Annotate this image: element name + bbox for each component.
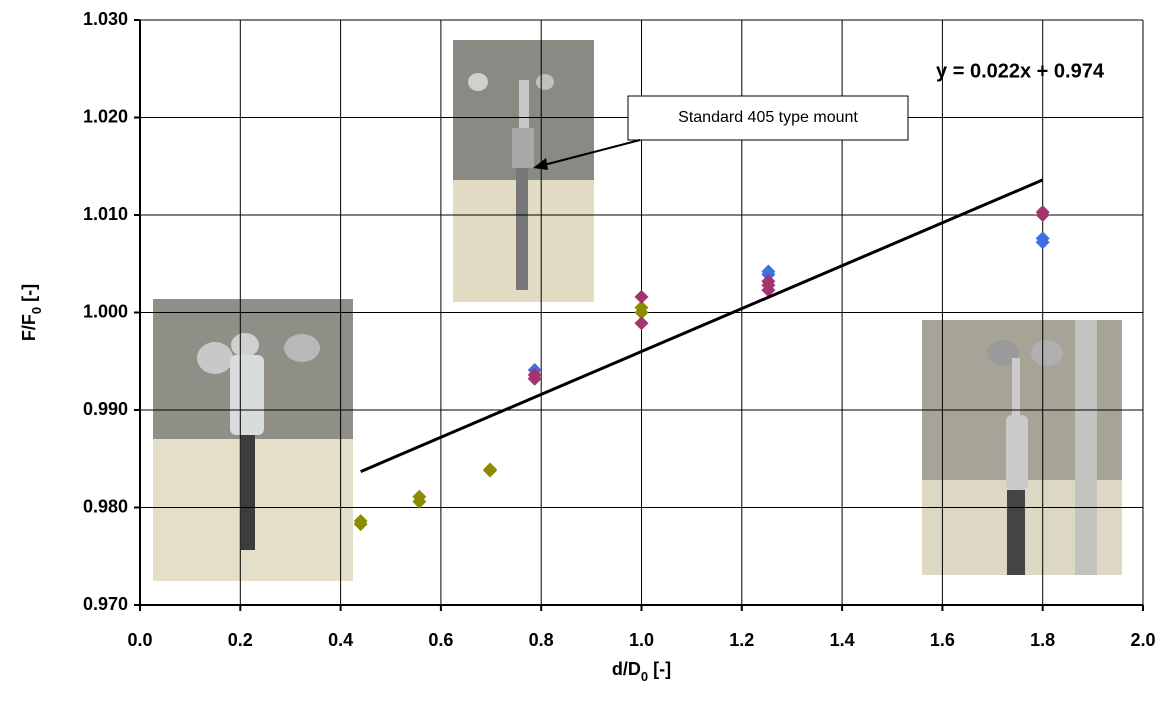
x-axis-label: d/D0 [-] [612, 659, 671, 684]
x-axis-label-part: d/D [612, 659, 641, 679]
point [634, 316, 649, 331]
y-tick-label: 0.980 [83, 496, 128, 516]
annotation-box [627, 95, 909, 141]
y-tick-label: 1.020 [83, 106, 128, 126]
y-axis-label-part: 0 [29, 307, 44, 314]
y-tick-label: 1.010 [83, 204, 128, 224]
point [761, 283, 776, 298]
y-tick-label: 1.000 [83, 301, 128, 321]
arrow-head [533, 158, 548, 170]
point [634, 289, 649, 304]
y-tick-label: 0.990 [83, 399, 128, 419]
point [527, 371, 542, 386]
trendline [360, 178, 1044, 473]
y-axis-label: F/F0 [-] [19, 284, 44, 341]
photo-right [922, 320, 1122, 575]
trendline-equation: y = 0.022x + 0.974 [936, 60, 1105, 82]
point [412, 494, 427, 509]
x-tick-label: 1.6 [930, 630, 955, 650]
y-tick-label: 1.030 [83, 9, 128, 29]
x-tick-label: 1.2 [729, 630, 754, 650]
x-tick-label: 0.0 [127, 630, 152, 650]
point [483, 463, 498, 478]
y-tick-label: 0.970 [83, 594, 128, 614]
x-axis-label-part: 0 [641, 669, 648, 684]
y-axis-label-part: F/F [19, 314, 39, 341]
photo-left [153, 299, 353, 581]
y-axis-label-part: [-] [19, 284, 39, 307]
photo-middle [453, 40, 594, 302]
annotation-arrow [539, 139, 641, 167]
x-tick-label: 0.4 [328, 630, 353, 650]
x-axis-label-part: [-] [648, 659, 671, 679]
x-tick-label: 1.0 [629, 630, 654, 650]
point [1035, 208, 1050, 222]
x-tick-label: 2.0 [1130, 630, 1155, 650]
point [1035, 235, 1050, 250]
point [634, 305, 649, 320]
x-tick-label: 0.6 [428, 630, 453, 650]
x-tick-label: 1.8 [1030, 630, 1055, 650]
x-tick-label: 0.2 [228, 630, 253, 650]
x-tick-label: 0.8 [529, 630, 554, 650]
x-tick-label: 1.4 [830, 630, 855, 650]
point [353, 517, 368, 532]
annotation: Standard 405 type mount [678, 109, 858, 126]
